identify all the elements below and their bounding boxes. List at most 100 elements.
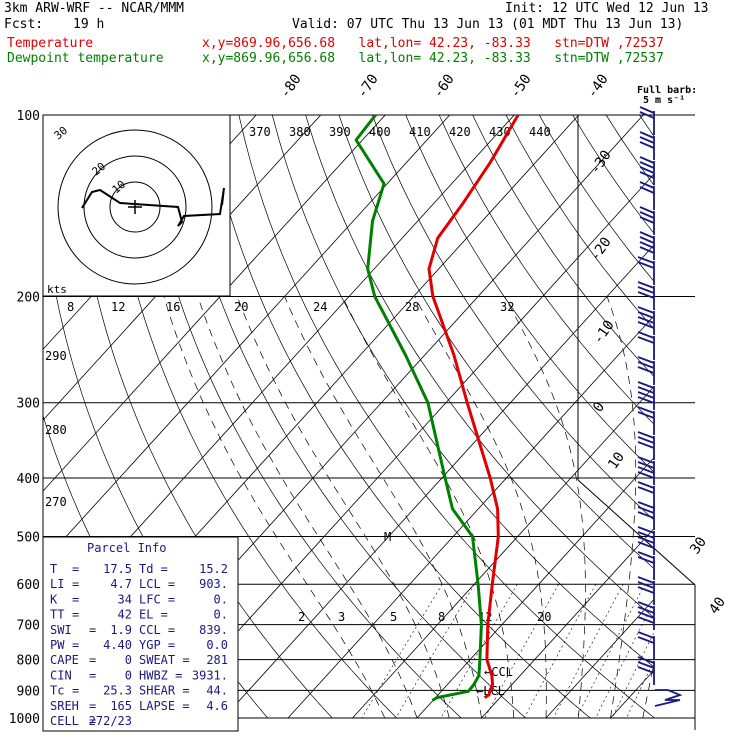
wind-barb (637, 601, 655, 630)
isotherm-line (43, 115, 451, 563)
wind-barb-flag (637, 556, 655, 564)
dry-adiabat (706, 115, 740, 718)
legend-dewpoint: Dewpoint temperature (7, 51, 164, 66)
wind-barb (639, 181, 655, 210)
isotherm-line (223, 244, 654, 719)
mixing-ratio-label: 32 (500, 300, 514, 314)
isotherm-label: 30 (687, 534, 710, 557)
wind-barb-flag (637, 436, 655, 444)
theta-left-label: 290 (45, 349, 67, 363)
parcel-info-title: Parcel Info (87, 541, 166, 555)
dry-adiabat (673, 115, 740, 718)
parcel-key: SWI (50, 623, 72, 637)
mixing-ratio-label: 24 (313, 300, 327, 314)
dry-adiabat (505, 115, 654, 330)
parcel-value: 903. (199, 577, 228, 591)
pressure-label-300: 300 (17, 397, 40, 412)
wind-barb (637, 356, 655, 385)
parcel-equals: = (89, 623, 96, 637)
parcel-key: T (50, 562, 57, 576)
mixing-ratio-label: 20 (234, 300, 248, 314)
wind-barb (637, 331, 655, 360)
parcel-equals: = (89, 699, 96, 713)
isotherm-label: -20 (587, 234, 615, 264)
dry-adiabat (572, 115, 654, 234)
wind-barb-flag (639, 216, 655, 224)
wind-barb-flag (637, 606, 655, 614)
wind-barb (637, 501, 655, 530)
wind-barb-flag (639, 236, 655, 244)
wind-barb-flag (637, 616, 655, 624)
wind-barb (637, 551, 655, 580)
wind-barb-flag (637, 506, 655, 514)
wind-barb-flag (637, 386, 655, 394)
wind-barb-flag (637, 511, 655, 519)
dry-adiabat (271, 115, 654, 668)
wind-barb-flag (637, 481, 655, 489)
wind-barb-flag (637, 336, 655, 344)
wind-barb-flag (639, 141, 655, 149)
parcel-value: 25.3 (103, 684, 132, 698)
hodograph-trace (81, 187, 225, 227)
wind-barb-flag (637, 361, 655, 369)
isotherm-label: -30 (587, 147, 615, 177)
mixing-ratio-label: 28 (405, 300, 419, 314)
wind-barb-flag (637, 461, 655, 469)
theta-left-label: 270 (45, 495, 67, 509)
parcel-key: Tc (50, 684, 64, 698)
wind-barb (637, 431, 655, 460)
parcel-key: LCL = (139, 577, 175, 591)
wind-barb (637, 456, 655, 485)
wind-barb-flag (637, 281, 655, 289)
wind-barb (637, 281, 655, 310)
parcel-key: YGP = (139, 638, 175, 652)
theta-label: 420 (449, 125, 471, 139)
wind-barbs (637, 106, 683, 707)
dewpoint-line (354, 115, 483, 702)
wind-barb-flag (637, 661, 655, 669)
sounding-profiles (354, 115, 520, 702)
wind-barb (637, 256, 655, 285)
wind-barb-flag (637, 291, 655, 299)
wind-barb (637, 406, 655, 435)
mixing-ratio-label: 3 (338, 610, 345, 624)
wind-barb-flag (637, 551, 655, 559)
isotherm-label: 0 (590, 399, 608, 415)
wind-barb-flag (639, 161, 655, 169)
dewpoint-station-info: x,y=869.96,656.68 lat,lon= 42.23, -83.33… (202, 51, 664, 66)
parcel-value: 0 (125, 653, 132, 667)
barb-legend-units: 5 m s⁻¹ (643, 95, 685, 106)
parcel-info-box: Parcel Info T = 17.5 Td = 15.2 LI = 4.7 LCL = 903.… (42, 536, 239, 732)
theta-label: 380 (289, 125, 311, 139)
mixing-ratio-label: 5 (390, 610, 397, 624)
wind-barb (639, 206, 655, 235)
wind-barb-flag (637, 576, 655, 584)
forecast-hour: 19 h (73, 17, 105, 32)
wind-barb (639, 106, 655, 135)
wind-barb-flag (637, 366, 655, 374)
dry-adiabat (472, 115, 654, 377)
right-panel-boundary (577, 479, 696, 730)
temperature-line (427, 115, 520, 699)
isotherm-line (545, 598, 654, 719)
parcel-key: CAPE (50, 653, 79, 667)
parcel-value: 1.9 (110, 623, 132, 637)
parcel-value: 839. (199, 623, 228, 637)
dry-adiabat (538, 115, 654, 282)
pressure-label-200: 200 (17, 291, 40, 306)
parcel-equals: = (72, 684, 79, 698)
dry-adiabat (438, 115, 654, 425)
wind-barb-flag (639, 156, 655, 164)
parcel-value: 15.2 (199, 562, 228, 576)
parcel-value: 4.40 (103, 638, 132, 652)
hodograph-ring (83, 155, 187, 259)
dry-adiabat (305, 115, 654, 619)
wind-barb-flag (637, 611, 655, 619)
mixing-ratio-label: 12 (111, 300, 125, 314)
pressure-label-600: 600 (17, 578, 40, 593)
wind-barb-flag (637, 381, 655, 389)
wind-barb-flag (637, 431, 655, 439)
forecast-label: Fcst: (4, 17, 44, 32)
wind-barb-flag (637, 666, 655, 674)
parcel-key: HWBZ = (139, 668, 182, 682)
